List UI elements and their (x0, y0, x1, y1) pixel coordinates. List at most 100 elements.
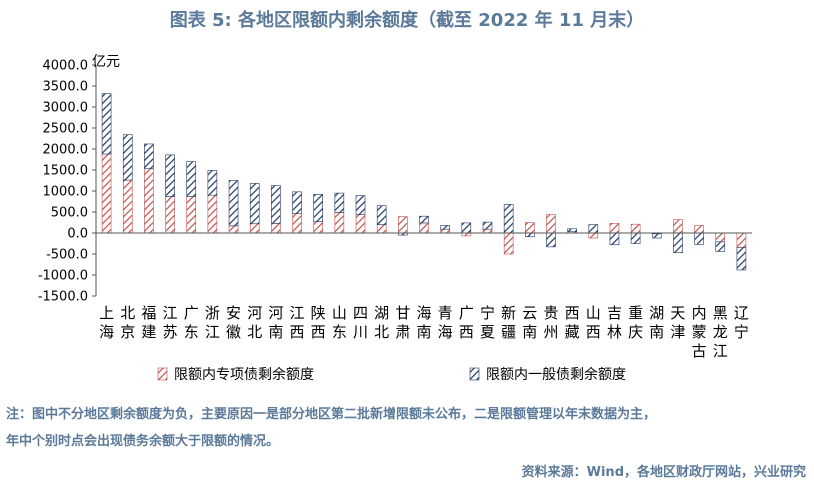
x-tick-label: 青海 (438, 304, 453, 341)
bar-general-3 (165, 154, 175, 197)
bar-general-5 (207, 170, 218, 196)
bars (96, 93, 752, 271)
bar-special-15 (419, 222, 429, 234)
bar-special-1 (122, 179, 133, 234)
bar-special-10 (313, 221, 323, 234)
bar-general-30 (736, 247, 747, 271)
bar-general-11 (334, 192, 345, 213)
x-tick-label: 河南 (268, 304, 283, 341)
x-tick-label: 江西 (290, 304, 305, 341)
note-line-2: 年中个别时点会出现债务余额大于限额的情况。 (6, 434, 280, 449)
x-tick-label: 海南 (416, 304, 431, 341)
x-tick-label: 陕西 (311, 304, 326, 341)
y-tick-label: -1000.0 (38, 269, 88, 284)
bar-special-4 (186, 196, 197, 234)
bar-special-6 (228, 225, 239, 234)
x-tick-label: 西藏 (565, 304, 580, 341)
bar-special-25 (630, 223, 641, 234)
bar-general-16 (440, 225, 450, 230)
y-tick-label: 3000.0 (43, 101, 89, 116)
x-tick-label: 北京 (120, 304, 135, 341)
x-tick-label: 福建 (141, 304, 156, 341)
x-tick-label: 山东 (332, 304, 347, 341)
bar-special-28 (694, 225, 704, 234)
bar-general-10 (313, 194, 323, 222)
x-tick-label: 山西 (586, 304, 601, 341)
bar-general-25 (630, 232, 641, 244)
x-tick-label: 宁夏 (480, 304, 495, 341)
y-axis: 4000.0 3500.0 3000.0 2500.0 2000.0 1500.0 1000… (38, 59, 97, 305)
y-tick-label: 500.0 (51, 206, 88, 221)
x-tick-label: 云南 (522, 304, 537, 341)
y-tick-label: 4000.0 (43, 59, 89, 74)
bar-general-7 (249, 183, 260, 225)
y-tick-label: 1000.0 (43, 185, 89, 200)
y-tick-label: 2000.0 (43, 143, 89, 158)
bar-special-13 (376, 224, 387, 234)
y-tick-label: 2500.0 (43, 122, 89, 137)
bar-general-6 (228, 180, 239, 227)
x-tick-label: 江苏 (163, 304, 178, 341)
bar-general-2 (144, 143, 154, 170)
x-tick-label: 重庆 (628, 304, 643, 341)
x-axis-labels: 上海北京福建江苏广东浙江安徽河北河南江西陕西山东四川湖北甘肃海南青海广西宁夏新疆… (99, 304, 749, 360)
x-tick-label: 新疆 (501, 304, 516, 341)
bar-special-18 (482, 228, 493, 234)
bar-general-12 (355, 195, 366, 215)
x-tick-label: 四川 (353, 304, 368, 341)
bar-general-13 (376, 205, 387, 225)
bar-general-28 (694, 232, 704, 245)
bar-special-9 (292, 213, 302, 234)
chart-title: 图表 5: 各地区限额内剩余额度（截至 2022 年 11 月末） (169, 10, 645, 31)
x-tick-label: 广西 (459, 304, 474, 341)
x-tick-label: 湖北 (374, 304, 389, 341)
x-tick-label: 湖南 (649, 304, 664, 341)
bar-special-3 (165, 196, 175, 234)
x-tick-label: 辽宁 (734, 304, 749, 341)
note-line-1: 注：图中不分地区剩余额度为负，主要原因一是部分地区第二批新增限额未公布，二是限额… (6, 407, 657, 422)
bar-general-29 (715, 241, 726, 252)
x-tick-label: 河北 (247, 304, 262, 341)
x-tick-label: 吉林 (607, 304, 622, 341)
bar-special-16 (440, 228, 450, 234)
bar-special-11 (334, 212, 345, 234)
bar-general-15 (419, 215, 429, 224)
bar-special-20 (525, 222, 535, 234)
bar-general-23 (588, 224, 599, 234)
bar-special-30 (736, 232, 747, 248)
x-tick-label: 上海 (99, 304, 114, 341)
x-tick-label: 甘肃 (395, 304, 410, 341)
x-tick-label: 内蒙古 (692, 304, 707, 360)
bar-general-17 (461, 222, 472, 234)
x-tick-label: 广东 (184, 304, 199, 341)
bar-general-19 (503, 204, 514, 234)
bar-special-21 (546, 214, 556, 234)
source-text: 资料来源：Wind，各地区财政厅网站，兴业研究 (521, 465, 806, 480)
bar-general-20 (525, 232, 535, 238)
y-tick-label: -500.0 (46, 248, 88, 263)
bar-special-2 (144, 168, 154, 234)
bar-general-21 (546, 232, 556, 248)
bar-special-23 (588, 232, 599, 239)
x-tick-label: 浙江 (205, 304, 220, 341)
bar-special-7 (249, 223, 260, 234)
x-tick-label: 黑龙江 (713, 304, 728, 360)
bar-special-19 (503, 232, 514, 255)
bar-special-29 (715, 232, 726, 243)
bar-special-24 (609, 223, 620, 234)
x-tick-label: 天津 (670, 304, 685, 341)
legend-swatch-0 (157, 367, 168, 381)
bar-special-8 (271, 223, 281, 234)
y-tick-label: 1500.0 (43, 164, 89, 179)
bar-general-4 (186, 161, 197, 197)
bar-special-14 (398, 216, 408, 234)
x-tick-label: 贵州 (543, 304, 558, 341)
bar-general-0 (101, 93, 112, 155)
bar-general-1 (122, 134, 133, 181)
bar-general-26 (651, 233, 662, 239)
bar-general-27 (673, 232, 683, 254)
y-tick-label: 3500.0 (43, 80, 89, 95)
legend-label-1: 限额内一般债剩余额度 (486, 366, 626, 383)
x-tick-label: 安徽 (226, 304, 241, 341)
